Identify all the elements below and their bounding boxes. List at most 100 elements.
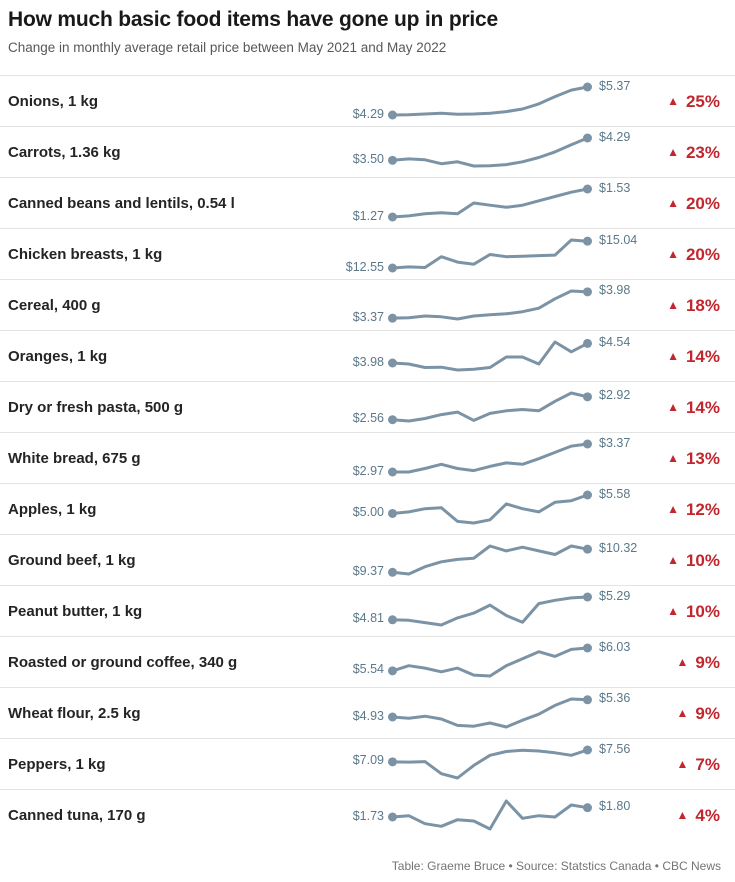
start-point-dot — [388, 508, 397, 518]
up-triangle-icon: ▲ — [667, 196, 679, 210]
sparkline-path — [391, 595, 589, 626]
start-price-label: $5.00 — [352, 505, 384, 519]
sparkline-svg — [388, 490, 592, 524]
percent-change-value: 25% — [685, 91, 720, 111]
percent-change-value: 14% — [685, 346, 720, 366]
start-price-label: $4.93 — [352, 708, 384, 723]
chart-header: How much basic food items have gone up i… — [0, 0, 735, 75]
end-price-label: $5.58 — [599, 486, 631, 501]
end-point-dot — [583, 439, 592, 448]
sparkline-cell: $1.27 $1.53 — [340, 178, 659, 229]
end-point-dot — [583, 286, 592, 296]
food-row: Peanut butter, 1 kg $4.81 $5.29 ▲ 10% — [0, 585, 735, 636]
food-row: Roasted or ground coffee, 340 g $5.54 $6.0… — [0, 636, 735, 687]
end-price-label: $1.80 — [599, 799, 631, 814]
start-point-dot — [388, 263, 397, 272]
food-row: Canned beans and lentils, 0.54 l $1.27 $1.… — [0, 177, 735, 228]
start-price-label: $12.55 — [345, 259, 384, 274]
sparkline-path — [391, 85, 589, 116]
sparkline-svg — [388, 184, 592, 221]
sparkline-path — [391, 187, 589, 218]
percent-change: ▲ 10% — [659, 552, 735, 569]
percent-change-value: 13% — [685, 448, 720, 468]
percent-change: ▲ 7% — [659, 756, 735, 773]
sparkline-svg — [388, 391, 592, 424]
food-row: Dry or fresh pasta, 500 g $2.56 $2.92 ▲ 14% — [0, 381, 735, 432]
sparkline-path — [391, 544, 589, 575]
end-point-dot — [583, 236, 592, 246]
end-point-dot — [583, 544, 592, 554]
percent-change: ▲ 20% — [659, 246, 735, 263]
up-triangle-icon: ▲ — [667, 604, 679, 618]
percent-change: ▲ 14% — [659, 348, 735, 365]
up-triangle-icon: ▲ — [676, 808, 689, 822]
end-price-label: $4.54 — [599, 334, 631, 349]
food-item-label: Dry or fresh pasta, 500 g — [8, 398, 184, 416]
food-row: Cereal, 400 g $3.37 $3.98 ▲ 18% — [0, 279, 735, 330]
up-triangle-icon: ▲ — [676, 706, 689, 720]
up-triangle-icon: ▲ — [667, 349, 679, 363]
food-row: Onions, 1 kg $4.29 $5.37 ▲ 25% — [0, 75, 735, 126]
food-row: Canned tuna, 170 g $1.73 $1.80 ▲ 4% — [0, 789, 735, 840]
sparkline-cell: $5.00 $5.58 — [340, 484, 659, 535]
sparkline-cell: $1.73 $1.80 — [340, 790, 659, 841]
food-item-label: White bread, 675 g — [8, 449, 141, 467]
footer-credit: Table: Graeme Bruce • Source: Statstics … — [391, 859, 721, 873]
food-row: White bread, 675 g $2.97 $3.37 ▲ 13% — [0, 432, 735, 483]
end-price-label: $2.92 — [599, 388, 631, 403]
food-item-label: Chicken breasts, 1 kg — [8, 245, 163, 263]
sparkline-cell: $4.81 $5.29 — [340, 586, 659, 637]
start-point-dot — [388, 155, 397, 165]
sparkline-path — [391, 493, 589, 524]
end-point-dot — [583, 694, 592, 704]
sparkline-cell: $4.93 $5.36 — [340, 688, 659, 739]
up-triangle-icon: ▲ — [667, 451, 679, 465]
percent-change: ▲ 23% — [659, 144, 735, 161]
end-point-dot — [583, 592, 592, 601]
up-triangle-icon: ▲ — [667, 298, 679, 312]
end-price-label: $10.32 — [599, 540, 638, 555]
start-price-label: $7.09 — [352, 753, 384, 768]
percent-change-value: 9% — [695, 652, 720, 672]
start-price-label: $9.37 — [352, 563, 384, 578]
sparkline-cell: $12.55 $15.04 — [340, 229, 659, 280]
sparkline-svg — [388, 82, 592, 119]
end-price-label: $5.36 — [599, 691, 631, 706]
percent-change: ▲ 12% — [659, 501, 735, 518]
food-item-label: Peanut butter, 1 kg — [8, 602, 143, 620]
start-price-label: $3.37 — [352, 309, 384, 324]
up-triangle-icon: ▲ — [667, 502, 679, 516]
chart-title: How much basic food items have gone up i… — [8, 8, 499, 31]
food-item-label: Canned beans and lentils, 0.54 l — [8, 194, 235, 212]
end-price-label: $1.53 — [599, 180, 631, 195]
percent-change-value: 20% — [685, 244, 720, 264]
start-price-label: $3.50 — [352, 151, 384, 166]
percent-change-value: 12% — [685, 499, 720, 519]
start-point-dot — [388, 414, 397, 424]
food-item-label: Ground beef, 1 kg — [8, 551, 136, 569]
food-row: Ground beef, 1 kg $9.37 $10.32 ▲ 10% — [0, 534, 735, 585]
percent-change: ▲ 4% — [659, 807, 735, 824]
sparkline-cell: $3.50 $4.29 — [340, 127, 659, 178]
sparkline-svg — [388, 439, 592, 476]
start-price-label: $1.27 — [352, 208, 384, 223]
percent-change-value: 23% — [685, 142, 720, 162]
start-point-dot — [388, 358, 397, 367]
sparkline-svg — [388, 544, 592, 577]
percent-change: ▲ 10% — [659, 603, 735, 620]
up-triangle-icon: ▲ — [667, 553, 679, 567]
percent-change-value: 10% — [685, 550, 720, 570]
start-price-label: $2.56 — [352, 411, 384, 426]
rows-container: Onions, 1 kg $4.29 $5.37 ▲ 25% Carrots, 1.36 … — [0, 75, 735, 840]
up-triangle-icon: ▲ — [676, 655, 689, 669]
food-item-label: Peppers, 1 kg — [8, 755, 106, 773]
sparkline-svg — [388, 643, 592, 677]
start-price-label: $5.54 — [352, 662, 384, 677]
food-item-label: Cereal, 400 g — [8, 296, 101, 314]
percent-change: ▲ 20% — [659, 195, 735, 212]
food-item-label: Carrots, 1.36 kg — [8, 143, 121, 161]
percent-change-value: 9% — [695, 703, 720, 723]
start-price-label: $3.98 — [352, 354, 384, 369]
end-price-label: $3.37 — [599, 435, 631, 450]
sparkline-path — [391, 442, 589, 473]
